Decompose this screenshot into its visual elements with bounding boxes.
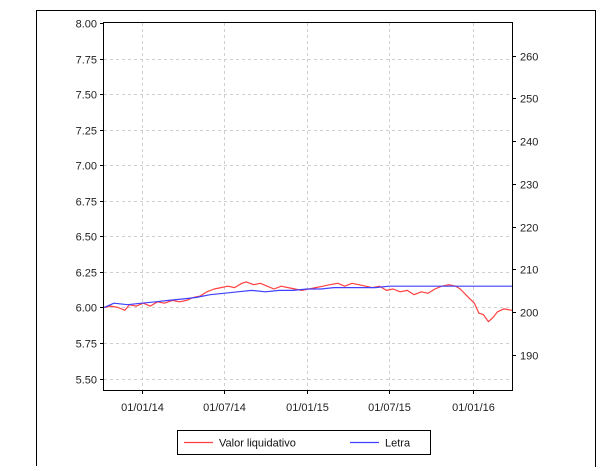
left-tick-label: 7.75 [76, 55, 97, 67]
x-tick-label: 01/07/14 [203, 402, 246, 414]
legend-box [177, 430, 431, 455]
right-tick-label: 230 [520, 180, 538, 192]
right-tick-label: 200 [520, 308, 538, 320]
x-tick-label: 01/01/15 [286, 402, 329, 414]
left-tick-label: 6.75 [76, 197, 97, 209]
legend-label-letra: Letra [385, 438, 411, 450]
right-tick-label: 190 [520, 351, 538, 363]
grid [104, 23, 512, 390]
left-tick-label: 6.00 [76, 303, 97, 315]
right-y-axis: 190 200 210 220 230 240 250 260 [512, 52, 538, 363]
series-lines [103, 281, 513, 323]
left-tick-label: 6.25 [76, 268, 97, 280]
right-tick-label: 220 [520, 223, 538, 235]
x-axis: 01/01/14 01/07/14 01/01/15 01/07/15 01/01/16 [121, 390, 495, 414]
left-tick-label: 8.00 [76, 19, 97, 31]
left-tick-label: 6.50 [76, 232, 97, 244]
right-tick-label: 250 [520, 94, 538, 106]
left-tick-label: 7.25 [76, 126, 97, 138]
legend-label-valor-liquidativo: Valor liquidativo [219, 438, 296, 450]
left-tick-label: 5.50 [76, 375, 97, 387]
left-tick-label: 7.50 [76, 90, 97, 102]
legend: Valor liquidativo Letra [177, 430, 431, 455]
x-tick-label: 01/01/16 [452, 402, 495, 414]
right-tick-label: 260 [520, 52, 538, 64]
x-tick-label: 01/01/14 [121, 402, 164, 414]
right-tick-label: 210 [520, 265, 538, 277]
left-tick-label: 7.00 [76, 161, 97, 173]
left-tick-label: 5.75 [76, 339, 97, 351]
left-y-axis: 5.50 5.75 6.00 6.25 6.50 6.75 7.00 7.25 7.50 7.75… [76, 19, 104, 387]
right-tick-label: 240 [520, 137, 538, 149]
series-line-letra [103, 285, 512, 309]
x-tick-label: 01/07/15 [368, 402, 411, 414]
